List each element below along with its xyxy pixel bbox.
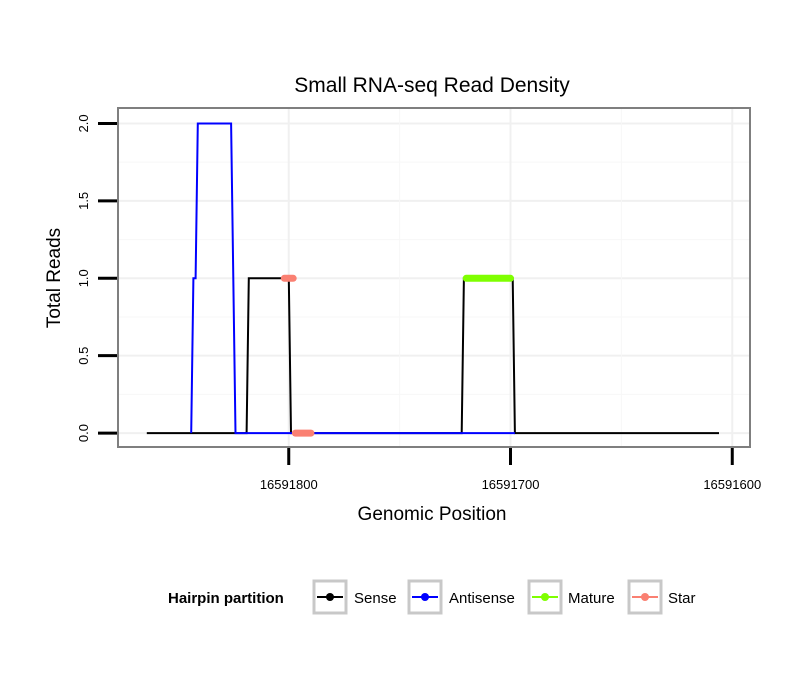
- legend-item-star: Star: [627, 579, 696, 615]
- y-tick-label: 0.5: [76, 347, 91, 365]
- legend: Hairpin partition Sense Antisense Mature Sta…: [168, 579, 696, 615]
- legend-label: Mature: [568, 590, 615, 607]
- chart-title: Small RNA-seq Read Density: [294, 74, 570, 97]
- legend-key-point: [541, 593, 549, 601]
- x-tick-label: 16591700: [482, 477, 540, 492]
- y-axis: 0.0 0.5 1.0 1.5 2.0: [76, 114, 117, 442]
- series-antisense-line: [190, 122, 515, 435]
- y-tick-label: 1.0: [76, 269, 91, 287]
- y-tick-label: 1.5: [76, 192, 91, 210]
- legend-title: Hairpin partition: [168, 590, 284, 607]
- x-tick-label: 16591800: [260, 477, 318, 492]
- legend-label: Antisense: [449, 590, 515, 607]
- legend-label: Star: [668, 590, 696, 607]
- y-tick-label: 0.0: [76, 424, 91, 442]
- y-tick-label: 2.0: [76, 114, 91, 132]
- y-axis-label: Total Reads: [44, 228, 65, 328]
- legend-key-point: [641, 593, 649, 601]
- plot-border: [117, 107, 751, 448]
- series-layer: [146, 122, 719, 437]
- legend-label: Sense: [354, 590, 397, 607]
- x-tick-label: 16591600: [703, 477, 761, 492]
- x-axis: 16591800 16591700 16591600: [260, 448, 761, 492]
- legend-item-antisense: Antisense: [407, 579, 515, 615]
- legend-item-mature: Mature: [527, 579, 615, 615]
- x-axis-label: Genomic Position: [358, 504, 507, 525]
- legend-key-point: [421, 593, 429, 601]
- legend-item-sense: Sense: [312, 579, 397, 615]
- legend-key-point: [326, 593, 334, 601]
